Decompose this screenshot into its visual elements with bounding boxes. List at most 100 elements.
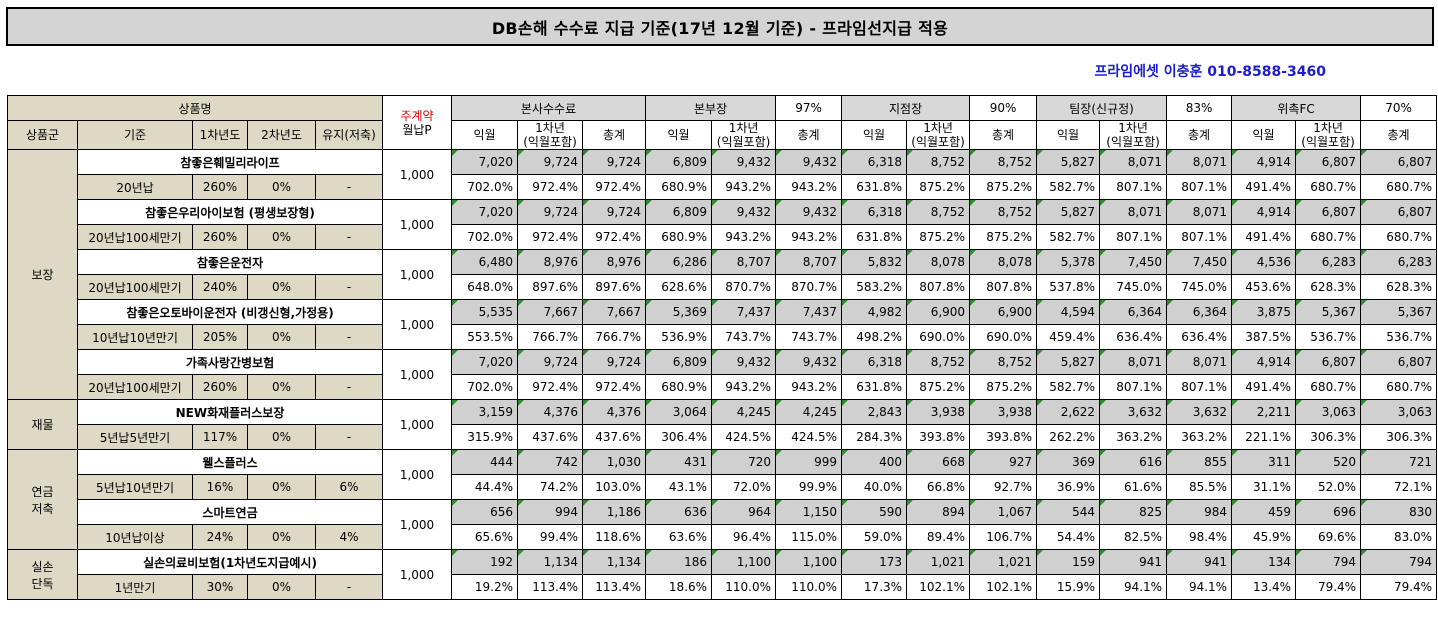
amount-cell: 2,622 xyxy=(1036,399,1101,425)
rate-cell: 18.6% xyxy=(645,574,713,600)
amount-cell: 1,134 xyxy=(582,549,647,575)
amount-cell: 6,807 xyxy=(1295,149,1362,175)
rate-cell: 19.2% xyxy=(451,574,519,600)
rate-cell: 875.2% xyxy=(969,174,1038,200)
maint-col-header: 유지(저축) xyxy=(314,120,384,150)
amount-cell: 7,450 xyxy=(1166,249,1233,275)
premium-cell: 1,000 xyxy=(382,449,453,500)
amount-cell: 8,071 xyxy=(1166,149,1233,175)
amount-cell: 830 xyxy=(1360,499,1438,525)
rate-cell: 306.4% xyxy=(645,424,713,450)
rate-cell: 766.7% xyxy=(517,324,584,350)
amount-cell: 6,807 xyxy=(1295,349,1362,375)
premium-cell: 1,000 xyxy=(382,299,453,350)
basis-cell: 5년납5년만기 xyxy=(77,424,193,450)
product-name-cell: 참좋은운전자 xyxy=(76,249,384,275)
premium-cell: 1,000 xyxy=(382,349,453,400)
rate-cell: 680.7% xyxy=(1295,224,1362,250)
amount-cell: 941 xyxy=(1099,549,1168,575)
amount-cell: 192 xyxy=(451,549,519,575)
table-row: 5년납5년만기 117% 0% -315.9% 437.6% 437.6% 306.4% 42… xyxy=(8,424,1438,450)
table-row: 20년납100세만기 240% 0% -648.0% 897.6% 897.6% 628.6… xyxy=(8,274,1438,300)
rate-cell: 807.1% xyxy=(1166,374,1233,400)
year2-rate-cell: 0% xyxy=(247,574,316,600)
amount-cell: 6,809 xyxy=(645,349,713,375)
amount-cell: 6,318 xyxy=(841,149,908,175)
rate-cell: 536.7% xyxy=(1295,324,1362,350)
table-row: 20년납100세만기 260% 0% -702.0% 972.4% 972.4% 680.9… xyxy=(8,374,1438,400)
rate-cell: 393.8% xyxy=(969,424,1038,450)
rate-cell: 745.0% xyxy=(1166,274,1233,300)
rate-cell: 106.7% xyxy=(969,524,1038,550)
amount-cell: 8,752 xyxy=(969,149,1038,175)
channel-head-office: 본사수수료 xyxy=(451,95,647,121)
amount-cell: 9,432 xyxy=(711,199,777,225)
rate-cell: 59.0% xyxy=(841,524,908,550)
rate-cell: 262.2% xyxy=(1036,424,1101,450)
rate-cell: 943.2% xyxy=(711,174,777,200)
amount-cell: 8,071 xyxy=(1099,349,1168,375)
amount-cell: 9,432 xyxy=(775,199,843,225)
subcol-total-header: 총계 xyxy=(969,120,1038,150)
rate-cell: 536.7% xyxy=(1360,324,1438,350)
rate-cell: 690.0% xyxy=(906,324,971,350)
amount-cell: 8,752 xyxy=(906,349,971,375)
product-name-cell: 참좋은훼밀리라이프 xyxy=(76,149,384,175)
table-row: 스마트연금 1,000 656 994 1,186 636 964 1,150 590 894 1,… xyxy=(8,499,1438,550)
amount-cell: 1,150 xyxy=(775,499,843,525)
amount-cell: 9,724 xyxy=(582,199,647,225)
product-name-cell: 웰스플러스 xyxy=(76,449,384,475)
amount-cell: 984 xyxy=(1166,499,1233,525)
subcol-next-month-header: 익월 xyxy=(1231,120,1297,150)
amount-cell: 4,914 xyxy=(1231,149,1297,175)
amount-cell: 3,632 xyxy=(1166,399,1233,425)
amount-cell: 590 xyxy=(841,499,908,525)
year1-col-header: 1차년도 xyxy=(192,120,248,150)
amount-cell: 4,914 xyxy=(1231,349,1297,375)
amount-cell: 1,030 xyxy=(582,449,647,475)
premium-cell: 1,000 xyxy=(382,499,453,550)
amount-cell: 6,283 xyxy=(1360,249,1438,275)
rate-cell: 972.4% xyxy=(517,174,584,200)
rate-cell: 437.6% xyxy=(582,424,647,450)
channel-branch-manager-rate: 90% xyxy=(969,95,1038,121)
amount-cell: 941 xyxy=(1166,549,1233,575)
rate-cell: 636.4% xyxy=(1099,324,1168,350)
amount-cell: 544 xyxy=(1036,499,1101,525)
amount-cell: 4,376 xyxy=(517,399,584,425)
table-row: 재물 NEW화재플러스보장 1,000 3,159 4,376 4,376 3,064 4,2… xyxy=(7,399,1438,450)
basis-cell: 5년납10년만기 xyxy=(77,474,193,500)
rate-cell: 582.7% xyxy=(1036,374,1101,400)
rate-cell: 631.8% xyxy=(841,224,908,250)
amount-cell: 1,186 xyxy=(582,499,647,525)
amount-cell: 616 xyxy=(1099,449,1168,475)
year2-rate-cell: 0% xyxy=(247,424,316,450)
rate-cell: 628.3% xyxy=(1360,274,1438,300)
basis-cell: 10년납10년만기 xyxy=(77,324,193,350)
amount-cell: 5,378 xyxy=(1036,249,1101,275)
subcol-next-month-header: 익월 xyxy=(1036,120,1101,150)
channel-division-head-rate: 97% xyxy=(775,95,843,121)
rate-cell: 79.4% xyxy=(1295,574,1362,600)
rate-cell: 424.5% xyxy=(775,424,843,450)
rate-cell: 17.3% xyxy=(841,574,908,600)
year2-rate-cell: 0% xyxy=(247,274,316,300)
basis-cell: 20년납 xyxy=(77,174,193,200)
rate-cell: 680.7% xyxy=(1360,224,1438,250)
rate-cell: 79.4% xyxy=(1360,574,1438,600)
amount-cell: 6,807 xyxy=(1295,199,1362,225)
rate-cell: 82.5% xyxy=(1099,524,1168,550)
amount-cell: 431 xyxy=(645,449,713,475)
rate-cell: 315.9% xyxy=(451,424,519,450)
product-group-cell: 연금 저축 xyxy=(7,449,78,550)
amount-cell: 186 xyxy=(645,549,713,575)
rate-cell: 102.1% xyxy=(906,574,971,600)
rate-cell: 807.1% xyxy=(1099,224,1168,250)
rate-cell: 875.2% xyxy=(906,374,971,400)
rate-cell: 96.4% xyxy=(711,524,777,550)
rate-cell: 943.2% xyxy=(711,374,777,400)
amount-cell: 1,100 xyxy=(711,549,777,575)
rate-cell: 628.6% xyxy=(645,274,713,300)
amount-cell: 8,071 xyxy=(1099,149,1168,175)
rate-cell: 537.8% xyxy=(1036,274,1101,300)
